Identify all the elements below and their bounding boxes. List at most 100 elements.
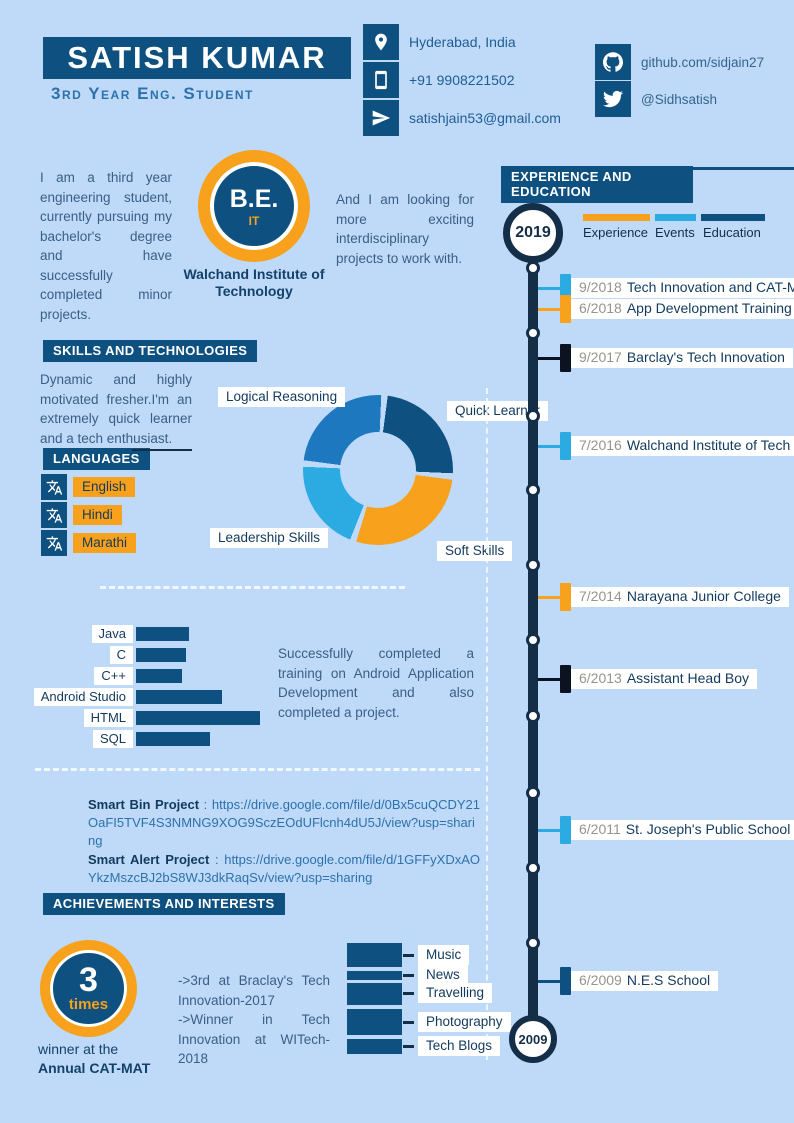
- languages-section-header: LANGUAGES: [43, 448, 150, 470]
- donut-label-quick-learner: Quick Learner: [447, 401, 548, 421]
- bar-c: [136, 648, 186, 662]
- timeline-entry: 6/2018 App Development Training: [538, 295, 794, 323]
- interest-label-music: Music: [418, 945, 470, 965]
- translate-icon: [41, 474, 67, 500]
- bar-label: C++: [94, 667, 133, 685]
- entry-marker: [560, 583, 571, 611]
- dashed-divider: [35, 768, 480, 771]
- contact-email[interactable]: satishjain53@gmail.com: [363, 100, 561, 136]
- entry-connector: [538, 356, 560, 360]
- skills-donut: [303, 395, 453, 545]
- language-item: English: [41, 474, 136, 500]
- timeline-end-year: 2009: [509, 1015, 557, 1063]
- timeline-entry: 6/2013 Assistant Head Boy: [538, 665, 757, 693]
- dashed-vertical-divider: [486, 388, 488, 1060]
- timeline-start-year: 2019: [503, 203, 563, 263]
- bar-label: SQL: [92, 730, 133, 748]
- language-item: Hindi: [41, 502, 122, 528]
- entry-date: 6/2018: [579, 300, 622, 316]
- timeline-entry: 6/2011 St. Joseph's Public School: [538, 816, 794, 844]
- entry-title: Tech Innovation and CAT-MAT: [626, 279, 794, 295]
- legend-label-education: Education: [703, 225, 761, 240]
- bar-row-java: Java: [0, 625, 189, 643]
- interest-label-news: News: [418, 965, 468, 985]
- interest-label-travelling: Travelling: [418, 983, 493, 1003]
- project-url: https://drive.google.com/file/d/1GFFyXDx…: [88, 851, 480, 885]
- contact-phone[interactable]: +91 9908221502: [363, 62, 515, 98]
- entry-date: 7/2014: [579, 588, 622, 604]
- achievement-notes: ->3rd at Braclay's Tech Innovation-2017 …: [178, 971, 330, 1069]
- entry-title: St. Joseph's Public School: [625, 821, 791, 837]
- institute-name: Walchand Institute of Technology: [183, 266, 325, 299]
- language-label: Marathi: [73, 533, 137, 553]
- timeline-node: [526, 409, 540, 423]
- entry-connector: [538, 979, 560, 983]
- timeline-node: [526, 483, 540, 497]
- donut-hole: [340, 432, 416, 508]
- timeline-entry: 7/2014 Narayana Junior College: [538, 583, 789, 611]
- skills-section-header: SKILLS AND TECHNOLOGIES: [43, 340, 258, 362]
- timeline-node: [526, 633, 540, 647]
- achievements-section-header: ACHIEVEMENTS AND INTERESTS: [43, 893, 285, 915]
- entry-marker: [560, 344, 571, 372]
- social-github[interactable]: github.com/sidjain27: [595, 44, 764, 80]
- entry-date: 6/2011: [579, 821, 621, 837]
- entry-title: App Development Training: [626, 300, 792, 316]
- entry-connector: [538, 444, 560, 448]
- interest-block: [347, 1009, 402, 1035]
- phone-icon: [363, 62, 399, 98]
- badge-number: 3: [79, 960, 98, 999]
- send-icon: [363, 100, 399, 136]
- timeline-header-rule: [692, 167, 794, 170]
- language-item: Marathi: [41, 530, 137, 556]
- timeline-node: [526, 326, 540, 340]
- project-link[interactable]: Smart Alert Project : https://drive.goog…: [88, 851, 480, 885]
- entry-marker: [560, 665, 571, 693]
- interest-label-tech-blogs: Tech Blogs: [418, 1036, 501, 1056]
- project-label: Smart Bin Project: [88, 797, 200, 812]
- bar-row-cpp: C++: [0, 667, 182, 685]
- entry-title: Barclay's Tech Innovation: [626, 349, 785, 365]
- project-link[interactable]: Smart Bin Project : https://drive.google…: [88, 797, 480, 849]
- bar-html: [136, 711, 260, 725]
- achievement-note: ->Winner in Tech Innovation at WITech-20…: [178, 1012, 330, 1067]
- contact-email-text: satishjain53@gmail.com: [409, 110, 561, 126]
- language-label: English: [73, 477, 136, 497]
- entry-connector: [538, 307, 560, 311]
- timeline-node: [526, 936, 540, 950]
- entry-title: N.E.S School: [626, 972, 711, 988]
- degree-text: B.E.: [229, 184, 279, 213]
- social-twitter[interactable]: @Sidhsatish: [595, 81, 717, 117]
- entry-date: 9/2018: [579, 279, 622, 295]
- timeline-entry: 7/2016 Walchand Institute of Tech: [538, 432, 794, 460]
- projects-block: Smart Bin Project : https://drive.google…: [88, 796, 480, 887]
- contact-location-text: Hyderabad, India: [409, 34, 516, 50]
- entry-marker: [560, 816, 571, 844]
- entry-title: Walchand Institute of Tech: [626, 437, 791, 453]
- interest-block: [347, 971, 402, 980]
- entry-date: 7/2016: [579, 437, 622, 453]
- timeline-node: [526, 558, 540, 572]
- legend-bar-education: [701, 214, 765, 221]
- bar-label: Android Studio: [33, 688, 133, 706]
- bar-android-studio: [136, 690, 222, 704]
- interest-label-photography: Photography: [418, 1012, 511, 1032]
- page-title: SATISH KUMAR: [43, 37, 351, 79]
- timeline-node: [526, 786, 540, 800]
- interest-block: [347, 943, 402, 967]
- achievement-note: ->3rd at Braclay's Tech Innovation-2017: [178, 973, 330, 1008]
- contact-location: Hyderabad, India: [363, 24, 516, 60]
- bar-sql: [136, 732, 210, 746]
- entry-date: 6/2009: [579, 972, 622, 988]
- bar-label: C: [109, 646, 133, 664]
- bar-label: HTML: [83, 709, 133, 727]
- badge-times-label: times: [68, 996, 109, 1014]
- entry-connector: [538, 595, 560, 599]
- about-right-text: And I am looking for more exciting inter…: [336, 192, 474, 266]
- donut-label-soft-skills: Soft Skills: [437, 541, 513, 561]
- interest-connector: [403, 954, 414, 957]
- page-subtitle: 3rd Year Eng. Student: [51, 84, 254, 103]
- about-left-text: I am a third year engineering student, c…: [40, 170, 172, 322]
- language-label: Hindi: [73, 505, 122, 525]
- translate-icon: [41, 502, 67, 528]
